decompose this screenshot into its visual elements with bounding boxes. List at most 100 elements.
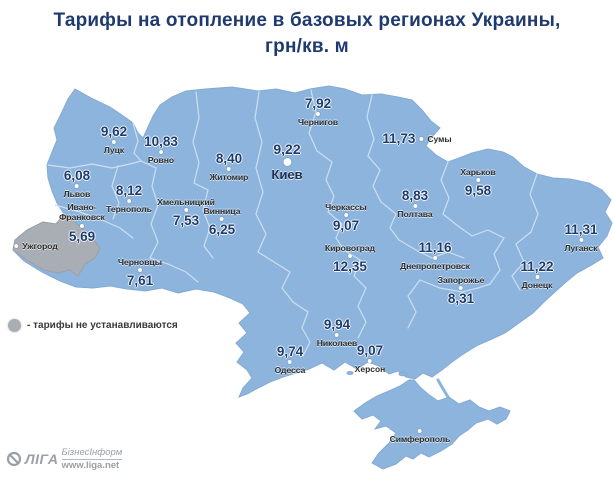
region-label-vinnitsa: Винница 6,25: [204, 206, 241, 237]
city-label: Кировоград: [325, 243, 375, 253]
tariff-value: 7,92: [304, 96, 332, 111]
tariff-value: 11,73: [382, 131, 416, 146]
city-dot: [578, 238, 583, 242]
legend-label: - тарифы не устанавливаются: [27, 320, 178, 331]
region-borders: [47, 89, 539, 357]
city-dot: [14, 244, 19, 248]
region-label-odessa: 9,74 Одесса: [275, 344, 306, 375]
city-dot: [476, 178, 480, 182]
region-label-simferopol: Симферополь: [389, 429, 451, 444]
region-label-donetsk: 11,22 Донецк: [520, 259, 553, 290]
city-dot: [334, 333, 339, 337]
tariff-value: 8,31: [447, 291, 475, 306]
tariff-value: 9,22: [273, 141, 301, 157]
city-dot: [158, 150, 163, 154]
city-label: Луцк: [103, 145, 125, 155]
liga-logo-icon: [6, 451, 22, 467]
liga-logo: ЛІГА БізнесІнформ www.liga.net: [6, 447, 123, 471]
city-label: Харьков: [460, 167, 496, 177]
region-label-kherson: 9,07 Херсон: [355, 343, 386, 374]
region-label-chernigov: 7,92 Чернигов: [298, 96, 338, 127]
region-label-kiev: 9,22 Киев: [271, 141, 302, 182]
city-label: Чернигов: [297, 117, 339, 127]
city-dot: [112, 140, 116, 144]
logo-division: БізнесІнформ: [61, 447, 123, 460]
city-label: Ивано-Франковск: [59, 202, 105, 222]
city-dot: [368, 359, 372, 363]
logo-url: www.liga.net: [61, 460, 120, 471]
city-dot: [227, 167, 231, 171]
city-dot: [80, 223, 84, 228]
city-label: Симферополь: [389, 434, 451, 444]
city-label: Киев: [271, 167, 303, 182]
region-label-cherkassy: Черкассы 9,07: [325, 202, 367, 233]
tariff-value: 10,83: [144, 134, 178, 149]
tariff-value: 9,74: [276, 344, 304, 359]
city-dot: [348, 254, 352, 258]
tariff-value: 6,25: [208, 222, 236, 237]
city-label: Херсон: [354, 364, 386, 374]
tariff-value: 9,94: [323, 317, 351, 332]
region-label-rovno: 10,83 Ровно: [144, 134, 178, 165]
region-label-dnepropetrovsk: 11,16 Днепропетровск: [400, 240, 470, 271]
region-label-kirovograd: Кировоград 12,35: [325, 243, 375, 274]
city-dot: [283, 158, 291, 166]
city-dot: [412, 204, 417, 208]
ukraine-mainland-shape: [12, 85, 613, 398]
city-label: Житомир: [209, 172, 249, 182]
tariff-value: 8,40: [215, 151, 243, 166]
region-label-kharkov: Харьков 9,58: [460, 167, 495, 198]
city-label: Донецк: [521, 280, 553, 290]
city-dot: [432, 256, 437, 260]
region-label-sumy: 11,73 Сумы: [382, 131, 451, 146]
city-label: Львов: [63, 189, 91, 199]
city-label: Одесса: [274, 365, 306, 375]
tariff-value: 6,08: [63, 168, 91, 183]
city-label: Полтава: [397, 209, 433, 219]
city-label: Черкассы: [325, 202, 367, 212]
region-label-luck: 9,62 Луцк: [101, 124, 127, 155]
tariff-value: 11,22: [520, 259, 554, 274]
city-dot: [219, 217, 224, 221]
city-label: Николаев: [316, 338, 358, 348]
city-label: Сумы: [427, 133, 452, 144]
tariff-value: 8,12: [115, 183, 143, 198]
region-label-ternopol: 8,12 Тернополь: [106, 183, 152, 214]
city-dot: [315, 112, 320, 116]
region-label-chernovtsy: Черновцы 7,61: [118, 257, 162, 288]
region-label-zhitomir: 8,40 Житомир: [210, 151, 249, 182]
region-label-ivano-frankovsk: Ивано-Франковск 5,69: [50, 202, 114, 243]
city-dot: [344, 213, 348, 217]
city-dot: [138, 268, 142, 272]
region-label-lugansk: 11,31 Луганск: [564, 222, 597, 253]
city-label: Хмельницкий: [157, 197, 215, 207]
city-label: Запорожье: [437, 275, 485, 285]
city-dot: [126, 199, 131, 203]
tariff-value: 9,58: [464, 183, 492, 198]
coastal-islet: [346, 371, 354, 375]
city-label: Тернополь: [106, 204, 152, 214]
city-label: Днепропетровск: [400, 261, 470, 271]
title-line-1: Тарифы на отопление в базовых регионах У…: [53, 10, 561, 31]
tariff-value: 9,07: [356, 343, 384, 358]
tariff-value: 11,31: [564, 222, 598, 237]
title-line-2: грн/кв. м: [265, 36, 349, 57]
city-label: Ужгород: [22, 241, 58, 251]
tariff-value: 12,35: [333, 259, 367, 274]
city-label: Винница: [203, 206, 241, 216]
city-dot: [183, 208, 188, 212]
tariff-value: 11,16: [418, 240, 452, 255]
city-dot: [287, 360, 292, 364]
crimea-shape: [353, 379, 511, 470]
no-tariff-swatch: [8, 319, 21, 332]
logo-brand: ЛІГА: [25, 451, 59, 467]
city-label: Луганск: [564, 243, 598, 253]
no-tariff-region-zakarpattia: [12, 213, 101, 277]
region-label-poltava: 8,83 Полтава: [397, 188, 432, 219]
tariff-value: 7,53: [172, 213, 200, 228]
region-label-khmelnitsky: Хмельницкий 7,53: [157, 197, 215, 228]
coastal-islet: [398, 371, 408, 377]
tariff-value: 9,62: [100, 124, 128, 139]
city-dot: [74, 184, 79, 188]
